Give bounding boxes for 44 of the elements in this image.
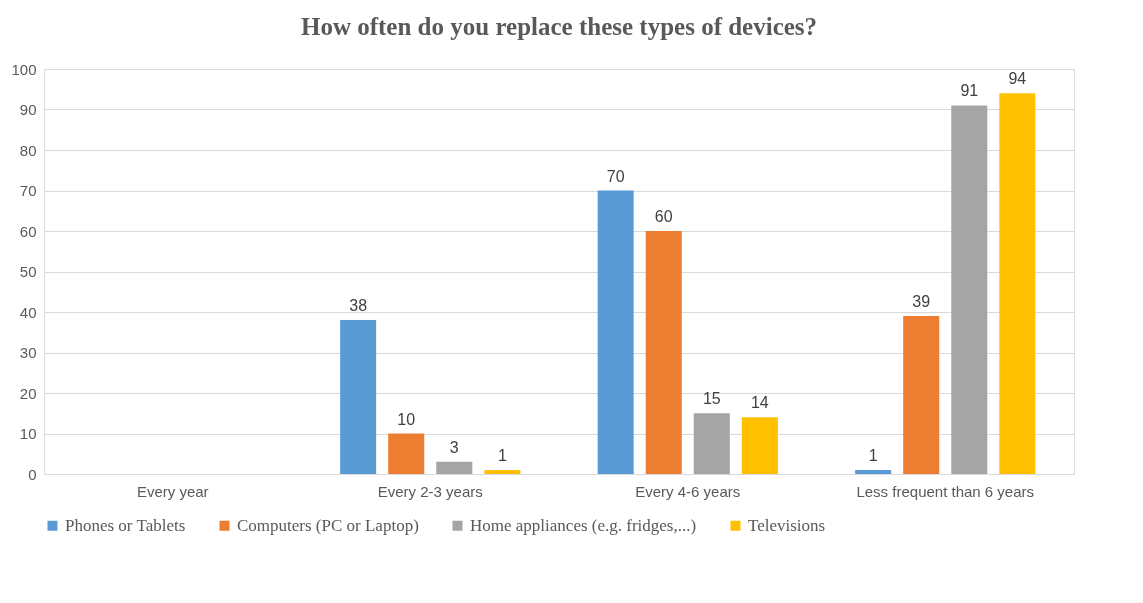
- bar: [484, 469, 521, 474]
- x-tick-label: Every year: [136, 482, 209, 500]
- data-label: 39: [912, 293, 931, 311]
- y-tick-label: 50: [19, 263, 37, 280]
- data-label: 91: [960, 82, 979, 100]
- y-tick-label: 70: [19, 182, 37, 199]
- y-tick-label: 20: [19, 384, 37, 402]
- legend-label: Computers (PC or Laptop): [237, 515, 419, 535]
- bar: [340, 320, 377, 474]
- bar: [597, 190, 634, 474]
- legend-label: Televisions: [748, 515, 826, 535]
- y-tick-label: 80: [19, 141, 37, 159]
- bar: [388, 433, 425, 474]
- data-label: 14: [750, 394, 769, 412]
- bar: [903, 316, 940, 474]
- data-label: 60: [654, 208, 673, 225]
- bar: [951, 105, 988, 474]
- y-tick-label: 40: [19, 303, 37, 321]
- bar: [741, 417, 778, 474]
- legend-label: Home appliances (e.g. fridges,...): [470, 515, 697, 535]
- data-label: 94: [1008, 70, 1027, 88]
- data-label: 38: [349, 297, 368, 315]
- data-label: 70: [606, 167, 625, 185]
- data-label: 1: [868, 446, 878, 464]
- data-label: 15: [702, 390, 721, 408]
- chart-title: How often do you replace these types of devices?: [300, 13, 818, 40]
- bar: [436, 461, 473, 474]
- y-tick-label: 60: [19, 222, 37, 240]
- y-tick-label: 100: [11, 60, 37, 78]
- x-tick-label: Every 4-6 years: [635, 482, 741, 500]
- y-tick-label: 30: [19, 344, 37, 361]
- bar: [645, 231, 682, 474]
- bar: [855, 469, 892, 474]
- y-tick-label: 0: [28, 465, 37, 483]
- data-label: 1: [497, 446, 507, 464]
- x-tick-label: Less frequent than 6 years: [856, 482, 1035, 500]
- x-tick-label: Every 2-3 years: [377, 482, 483, 500]
- bar: [999, 93, 1036, 474]
- bar: [693, 413, 730, 474]
- data-label: 3: [449, 438, 459, 456]
- data-label: 10: [397, 410, 416, 428]
- y-tick-label: 10: [19, 425, 37, 442]
- y-tick-label: 90: [19, 101, 37, 118]
- legend-label: Phones or Tablets: [65, 515, 186, 535]
